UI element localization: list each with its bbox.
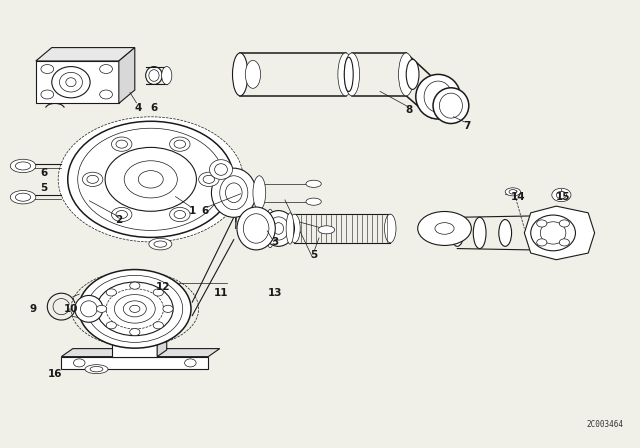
Text: 6: 6	[40, 168, 48, 178]
Text: 4: 4	[134, 103, 141, 113]
Ellipse shape	[100, 65, 113, 73]
Ellipse shape	[552, 188, 571, 202]
Ellipse shape	[262, 211, 294, 246]
Ellipse shape	[211, 168, 256, 217]
Text: 9: 9	[29, 304, 36, 314]
Ellipse shape	[75, 296, 103, 322]
Ellipse shape	[306, 180, 321, 187]
Ellipse shape	[289, 214, 300, 243]
Ellipse shape	[209, 159, 232, 179]
Ellipse shape	[416, 74, 461, 119]
Text: 1: 1	[189, 206, 196, 215]
Ellipse shape	[537, 239, 547, 246]
Ellipse shape	[163, 305, 173, 312]
Ellipse shape	[559, 239, 570, 246]
Ellipse shape	[130, 282, 140, 289]
Text: 5: 5	[310, 250, 317, 260]
Ellipse shape	[237, 207, 275, 250]
Ellipse shape	[286, 213, 294, 244]
Ellipse shape	[153, 289, 163, 296]
Text: 10: 10	[64, 304, 78, 314]
Text: 8: 8	[406, 105, 413, 115]
Text: 3: 3	[271, 237, 279, 247]
Ellipse shape	[83, 172, 103, 186]
Ellipse shape	[85, 365, 108, 374]
Bar	[61, 357, 208, 369]
Ellipse shape	[306, 198, 321, 205]
Ellipse shape	[198, 172, 219, 186]
Ellipse shape	[138, 171, 163, 188]
Ellipse shape	[232, 53, 248, 96]
Ellipse shape	[253, 176, 266, 210]
Polygon shape	[61, 349, 220, 357]
Text: 14: 14	[511, 192, 525, 202]
Ellipse shape	[433, 88, 468, 124]
Polygon shape	[524, 206, 595, 260]
Ellipse shape	[106, 322, 116, 329]
Text: 12: 12	[156, 281, 171, 292]
Polygon shape	[113, 323, 167, 330]
Ellipse shape	[399, 53, 414, 96]
Ellipse shape	[41, 90, 54, 99]
Ellipse shape	[559, 220, 570, 227]
Ellipse shape	[130, 305, 140, 312]
Text: 2: 2	[115, 215, 122, 224]
Ellipse shape	[100, 90, 113, 99]
Ellipse shape	[499, 220, 511, 246]
Polygon shape	[157, 323, 167, 357]
Polygon shape	[36, 61, 119, 103]
Ellipse shape	[418, 211, 471, 246]
Text: 7: 7	[463, 121, 470, 131]
Ellipse shape	[338, 53, 353, 96]
Bar	[113, 330, 157, 357]
Ellipse shape	[245, 60, 260, 88]
Ellipse shape	[473, 217, 486, 249]
Text: 15: 15	[556, 192, 570, 202]
Ellipse shape	[97, 305, 107, 312]
Ellipse shape	[10, 190, 36, 204]
Ellipse shape	[68, 121, 234, 237]
Ellipse shape	[111, 137, 132, 151]
Polygon shape	[36, 47, 135, 61]
Text: 16: 16	[48, 369, 62, 379]
Ellipse shape	[58, 117, 243, 242]
Ellipse shape	[505, 188, 520, 196]
Ellipse shape	[531, 215, 575, 251]
Ellipse shape	[184, 359, 196, 367]
Polygon shape	[119, 47, 135, 103]
Ellipse shape	[266, 209, 275, 248]
Text: 2C003464: 2C003464	[586, 420, 623, 430]
Text: 5: 5	[40, 183, 48, 193]
Ellipse shape	[130, 328, 140, 336]
Ellipse shape	[385, 214, 396, 243]
Ellipse shape	[79, 270, 191, 348]
Ellipse shape	[318, 226, 335, 234]
Ellipse shape	[406, 60, 419, 90]
Ellipse shape	[170, 207, 190, 222]
Text: 6: 6	[202, 206, 209, 215]
Ellipse shape	[344, 57, 353, 91]
Text: 6: 6	[150, 103, 157, 113]
Ellipse shape	[153, 322, 163, 329]
Ellipse shape	[170, 137, 190, 151]
Text: 11: 11	[214, 288, 228, 298]
Ellipse shape	[451, 220, 464, 246]
Ellipse shape	[537, 220, 547, 227]
Ellipse shape	[146, 67, 163, 84]
Ellipse shape	[52, 67, 90, 98]
Ellipse shape	[344, 53, 360, 96]
Ellipse shape	[162, 67, 172, 84]
Ellipse shape	[41, 65, 54, 73]
Ellipse shape	[149, 238, 172, 250]
Ellipse shape	[10, 159, 36, 172]
Text: 13: 13	[268, 288, 282, 298]
Ellipse shape	[106, 289, 116, 296]
Ellipse shape	[74, 359, 85, 367]
Ellipse shape	[111, 207, 132, 222]
